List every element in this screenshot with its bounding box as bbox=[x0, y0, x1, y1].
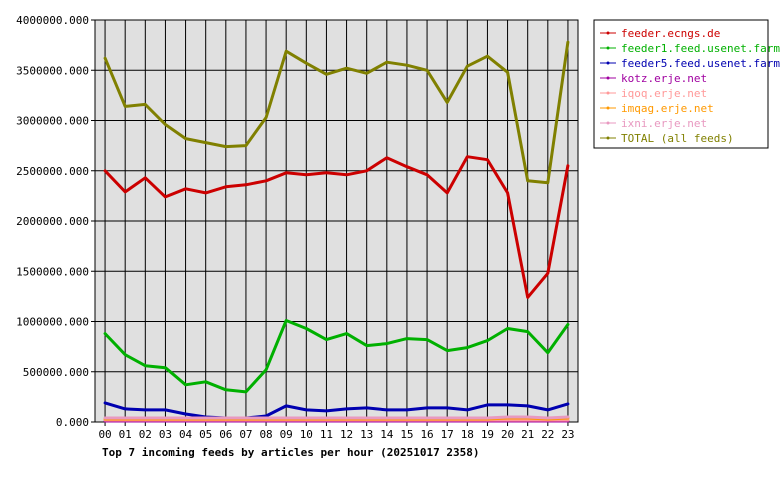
x-tick-label: 16 bbox=[420, 428, 433, 441]
legend-swatch-dot bbox=[606, 106, 610, 110]
series-line-0 bbox=[103, 155, 570, 299]
y-axis: 0.000 500000.000 1000000.000 1500000.000 200… bbox=[16, 14, 95, 429]
series-lines bbox=[103, 40, 570, 423]
x-tick-label: 03 bbox=[159, 428, 172, 441]
x-tick-label: 06 bbox=[219, 428, 232, 441]
series-line-2 bbox=[103, 401, 570, 420]
grid bbox=[95, 20, 578, 422]
y-tick-label: 4000000.000 bbox=[16, 14, 89, 27]
x-tick-label: 13 bbox=[360, 428, 373, 441]
legend: feeder.ecngs.de feeder1.feed.usenet.farm f… bbox=[593, 19, 780, 149]
legend-swatch-dot bbox=[606, 91, 610, 95]
x-tick-label: 09 bbox=[280, 428, 293, 441]
legend-box bbox=[593, 19, 769, 149]
legend-swatch-dot bbox=[606, 121, 610, 125]
legend-swatch-dot bbox=[606, 136, 610, 140]
y-tick-label: 3500000.000 bbox=[16, 64, 89, 77]
legend-label: imqag.erje.net bbox=[621, 102, 714, 115]
chart-title: Top 7 incoming feeds by articles per hou… bbox=[102, 446, 480, 459]
x-tick-label: 05 bbox=[199, 428, 212, 441]
x-tick-label: 21 bbox=[521, 428, 534, 441]
series-line-7 bbox=[103, 40, 570, 185]
legend-label: feeder5.feed.usenet.farm bbox=[621, 57, 780, 70]
legend-label: ixni.erje.net bbox=[621, 117, 707, 130]
legend-swatch-dot bbox=[606, 31, 610, 35]
x-tick-label: 23 bbox=[561, 428, 574, 441]
legend-label: iqoq.erje.net bbox=[621, 87, 707, 100]
legend-swatch-dot bbox=[606, 76, 610, 80]
y-tick-label: 2000000.000 bbox=[16, 215, 89, 228]
y-tick-label: 1000000.000 bbox=[16, 316, 89, 329]
x-tick-label: 02 bbox=[139, 428, 152, 441]
legend-label: feeder1.feed.usenet.farm bbox=[621, 42, 780, 55]
legend-label: feeder.ecngs.de bbox=[621, 27, 720, 40]
x-axis: 00 01 02 03 04 05 06 07 08 09 10 11 12 13 14 15 16 17 18 19… bbox=[98, 422, 575, 441]
x-tick-label: 07 bbox=[239, 428, 252, 441]
x-tick-label: 11 bbox=[320, 428, 333, 441]
x-tick-label: 17 bbox=[441, 428, 454, 441]
y-tick-label: 500000.000 bbox=[23, 366, 89, 379]
series-line-6 bbox=[103, 415, 570, 420]
legend-swatch-dot bbox=[606, 46, 610, 50]
x-tick-label: 00 bbox=[98, 428, 111, 441]
legend-label: TOTAL (all feeds) bbox=[621, 132, 734, 145]
x-tick-label: 19 bbox=[481, 428, 494, 441]
y-tick-label: 0.000 bbox=[56, 416, 89, 429]
x-tick-label: 10 bbox=[300, 428, 313, 441]
x-tick-label: 20 bbox=[501, 428, 514, 441]
x-tick-label: 12 bbox=[340, 428, 353, 441]
x-tick-label: 08 bbox=[259, 428, 272, 441]
x-tick-label: 22 bbox=[541, 428, 554, 441]
x-tick-label: 04 bbox=[179, 428, 193, 441]
y-tick-label: 1500000.000 bbox=[16, 265, 89, 278]
legend-label: kotz.erje.net bbox=[621, 72, 707, 85]
x-tick-label: 18 bbox=[461, 428, 474, 441]
x-tick-label: 01 bbox=[119, 428, 132, 441]
y-tick-label: 3000000.000 bbox=[16, 115, 89, 128]
x-tick-label: 14 bbox=[380, 428, 394, 441]
series-line-1 bbox=[103, 319, 570, 394]
legend-swatch-dot bbox=[606, 61, 610, 65]
x-tick-label: 15 bbox=[400, 428, 413, 441]
y-tick-label: 2500000.000 bbox=[16, 165, 89, 178]
